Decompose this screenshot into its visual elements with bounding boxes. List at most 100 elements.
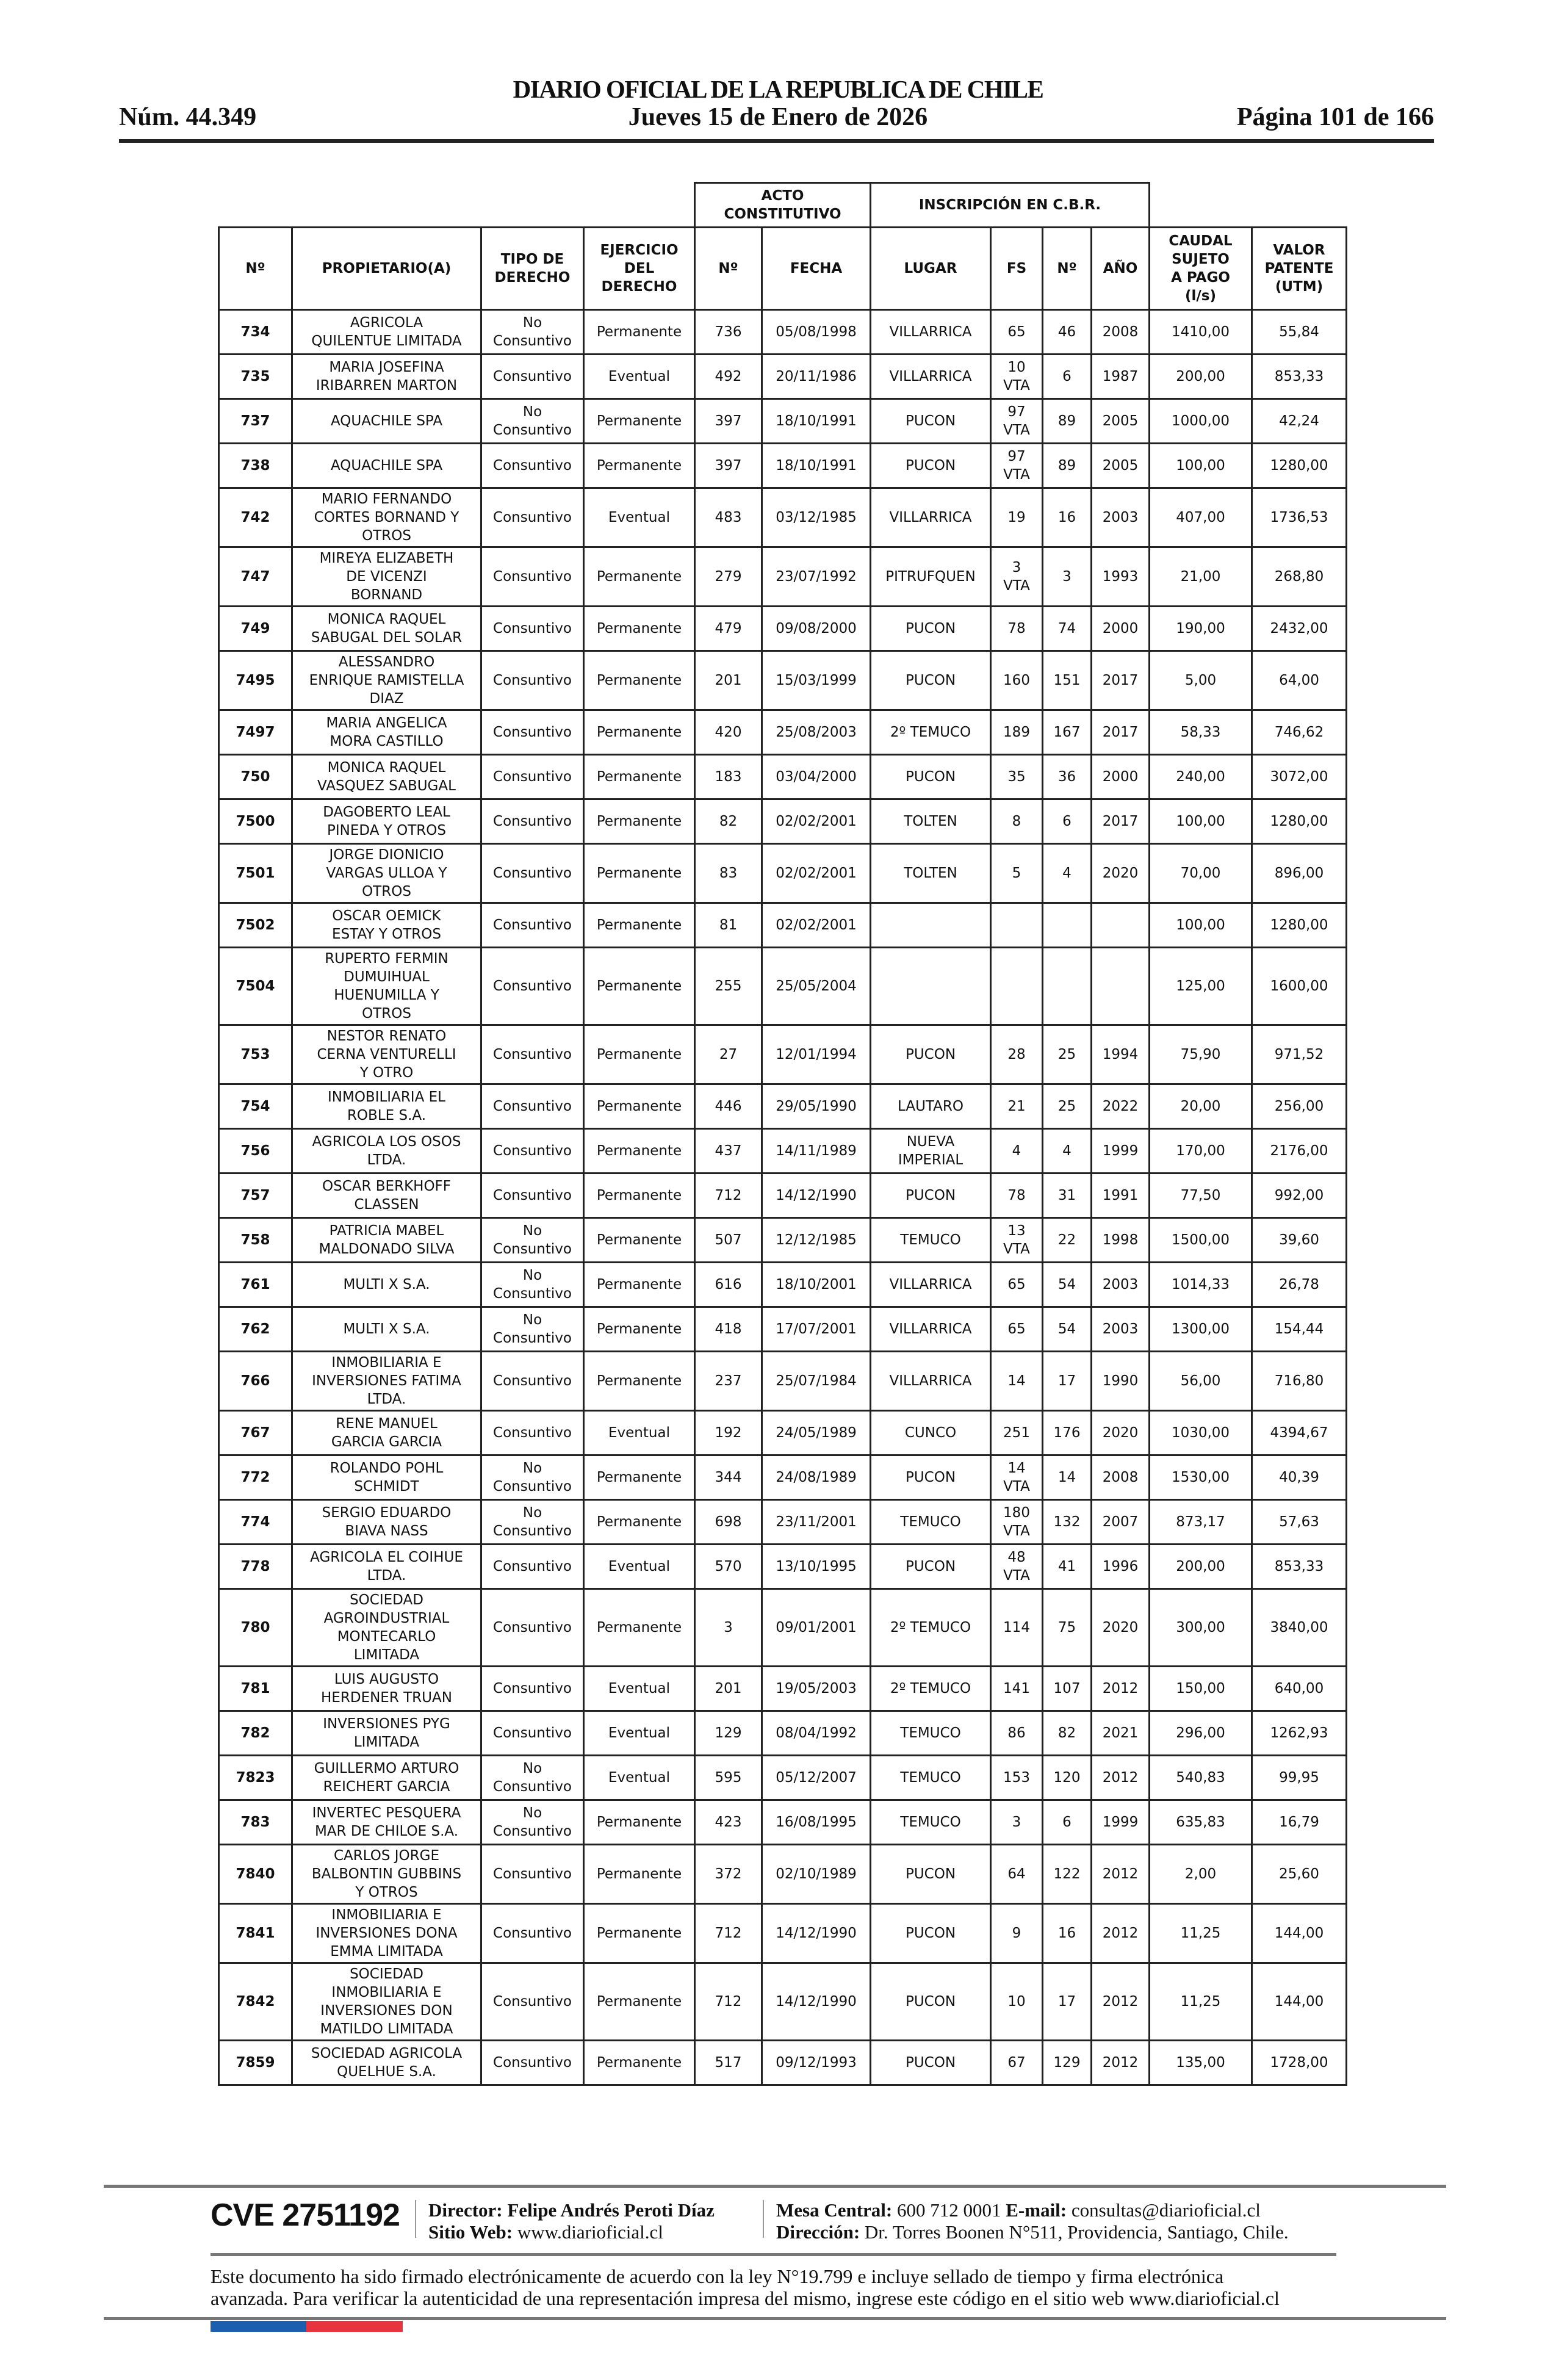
cell-ejercicio-derecho: Permanente xyxy=(583,546,696,607)
cell-lugar xyxy=(870,902,992,948)
cell-fs xyxy=(990,902,1043,948)
cell-tipo-derecho: Consuntivo xyxy=(480,605,585,652)
cell-valor-patente: 39,60 xyxy=(1251,1217,1347,1263)
table-row: 734 AGRICOLA QUILENTUE LIMITADA No Consunt… xyxy=(218,309,1347,355)
cell-caudal: 135,00 xyxy=(1148,2039,1253,2086)
table-row: 782 INVERSIONES PYG LIMITADA Consuntivo Eve… xyxy=(218,1710,1347,1756)
cell-ejercicio-derecho: Eventual xyxy=(583,1543,696,1590)
address-text: Dr. Torres Boonen N°511, Providencia, Sa… xyxy=(864,2221,1289,2243)
column-header-anio: AÑO xyxy=(1090,226,1150,311)
cell-ejercicio-derecho: Eventual xyxy=(583,1754,696,1801)
cell-tipo-derecho: Consuntivo xyxy=(480,1024,585,1085)
cell-acto-fecha: 05/12/2007 xyxy=(761,1754,871,1801)
cell-inscripcion-numero: 74 xyxy=(1042,605,1092,652)
cell-anio: 2003 xyxy=(1090,1261,1150,1308)
cell-caudal: 170,00 xyxy=(1148,1128,1253,1174)
cell-numero: 7501 xyxy=(218,843,293,904)
website-link[interactable]: www.diarioficial.cl xyxy=(517,2221,663,2243)
cell-numero: 742 xyxy=(218,487,293,548)
cell-lugar: PUCON xyxy=(870,754,992,800)
cell-acto-numero: 201 xyxy=(694,650,763,711)
table-row: 761 MULTI X S.A. No Consuntivo Permanente 61… xyxy=(218,1261,1347,1308)
column-header-lugar: LUGAR xyxy=(870,226,992,311)
cell-propietario: AGRICOLA LOS OSOS LTDA. xyxy=(291,1128,482,1174)
cell-tipo-derecho: No Consuntivo xyxy=(480,1454,585,1501)
cell-tipo-derecho: Consuntivo xyxy=(480,1410,585,1456)
cell-acto-fecha: 20/11/1986 xyxy=(761,353,871,400)
cell-anio: 1987 xyxy=(1090,353,1150,400)
table-row: 756 AGRICOLA LOS OSOS LTDA. Consuntivo Perm… xyxy=(218,1128,1347,1174)
cell-tipo-derecho: No Consuntivo xyxy=(480,1261,585,1308)
cell-anio: 2008 xyxy=(1090,309,1150,355)
cell-fs: 48 VTA xyxy=(990,1543,1043,1590)
cell-acto-numero: 237 xyxy=(694,1350,763,1412)
cell-fs: 19 xyxy=(990,487,1043,548)
cell-fs: 9 xyxy=(990,1903,1043,1964)
cell-fs: 153 xyxy=(990,1754,1043,1801)
cell-caudal: 407,00 xyxy=(1148,487,1253,548)
cell-lugar: VILLARRICA xyxy=(870,1306,992,1352)
header-divider xyxy=(119,139,1434,143)
issue-number: Núm. 44.349 xyxy=(119,103,257,131)
cell-lugar: 2º TEMUCO xyxy=(870,1588,992,1667)
cell-caudal: 1500,00 xyxy=(1148,1217,1253,1263)
cell-tipo-derecho: Consuntivo xyxy=(480,1350,585,1412)
cell-inscripcion-numero: 151 xyxy=(1042,650,1092,711)
cell-fs: 160 xyxy=(990,650,1043,711)
cell-inscripcion-numero: 25 xyxy=(1042,1083,1092,1130)
cell-inscripcion-numero: 4 xyxy=(1042,1128,1092,1174)
cell-anio: 1999 xyxy=(1090,1799,1150,1845)
cell-inscripcion-numero: 54 xyxy=(1042,1306,1092,1352)
cell-propietario: JORGE DIONICIO VARGAS ULLOA Y OTROS xyxy=(291,843,482,904)
director-label: Director: xyxy=(428,2199,503,2221)
cell-caudal: 1300,00 xyxy=(1148,1306,1253,1352)
cell-fs: 8 xyxy=(990,798,1043,845)
cell-propietario: RUPERTO FERMIN DUMUIHUAL HUENUMILLA Y OT… xyxy=(291,947,482,1026)
director-name: Felipe Andrés Peroti Díaz xyxy=(507,2199,715,2221)
cell-acto-numero: 418 xyxy=(694,1306,763,1352)
cell-inscripcion-numero: 17 xyxy=(1042,1350,1092,1412)
cell-numero: 754 xyxy=(218,1083,293,1130)
cell-fs: 78 xyxy=(990,1172,1043,1219)
cell-propietario: MONICA RAQUEL SABUGAL DEL SOLAR xyxy=(291,605,482,652)
cell-valor-patente: 640,00 xyxy=(1251,1665,1347,1712)
cell-acto-fecha: 25/07/1984 xyxy=(761,1350,871,1412)
cell-lugar: PUCON xyxy=(870,1962,992,2041)
cell-numero: 7502 xyxy=(218,902,293,948)
cell-ejercicio-derecho: Permanente xyxy=(583,1499,696,1545)
cell-ejercicio-derecho: Permanente xyxy=(583,1962,696,2041)
website-line: Sitio Web: www.diarioficial.cl xyxy=(428,2221,663,2243)
cell-fs: 28 xyxy=(990,1024,1043,1085)
cell-propietario: PATRICIA MABEL MALDONADO SILVA xyxy=(291,1217,482,1263)
cell-propietario: ALESSANDRO ENRIQUE RAMISTELLA DIAZ xyxy=(291,650,482,711)
email-link[interactable]: consultas@diarioficial.cl xyxy=(1071,2199,1261,2221)
cell-inscripcion-numero: 6 xyxy=(1042,1799,1092,1845)
cell-ejercicio-derecho: Permanente xyxy=(583,1588,696,1667)
cell-lugar: PUCON xyxy=(870,1024,992,1085)
cell-acto-fecha: 19/05/2003 xyxy=(761,1665,871,1712)
address-line: Dirección: Dr. Torres Boonen N°511, Prov… xyxy=(776,2221,1289,2243)
column-header-acto-fecha: FECHA xyxy=(761,226,871,311)
cell-lugar: PUCON xyxy=(870,650,992,711)
cell-ejercicio-derecho: Permanente xyxy=(583,709,696,755)
cell-acto-fecha: 09/12/1993 xyxy=(761,2039,871,2086)
cell-fs: 78 xyxy=(990,605,1043,652)
table-row: 7823 GUILLERMO ARTURO REICHERT GARCIA No C… xyxy=(218,1754,1347,1801)
cell-lugar: NUEVA IMPERIAL xyxy=(870,1128,992,1174)
cell-propietario: INMOBILIARIA EL ROBLE S.A. xyxy=(291,1083,482,1130)
cell-ejercicio-derecho: Permanente xyxy=(583,1306,696,1352)
cve-code: CVE 2751192 xyxy=(211,2198,400,2233)
cell-anio: 2012 xyxy=(1090,1962,1150,2041)
cell-anio: 2012 xyxy=(1090,2039,1150,2086)
cell-caudal: 635,83 xyxy=(1148,1799,1253,1845)
cell-acto-fecha: 24/05/1989 xyxy=(761,1410,871,1456)
cell-anio: 2020 xyxy=(1090,1410,1150,1456)
cell-acto-fecha: 12/01/1994 xyxy=(761,1024,871,1085)
cell-acto-numero: 437 xyxy=(694,1128,763,1174)
cell-acto-numero: 397 xyxy=(694,398,763,444)
cell-fs: 65 xyxy=(990,309,1043,355)
cell-caudal: 190,00 xyxy=(1148,605,1253,652)
cell-lugar: PUCON xyxy=(870,398,992,444)
cell-ejercicio-derecho: Permanente xyxy=(583,754,696,800)
cell-propietario: SOCIEDAD INMOBILIARIA E INVERSIONES DON … xyxy=(291,1962,482,2041)
